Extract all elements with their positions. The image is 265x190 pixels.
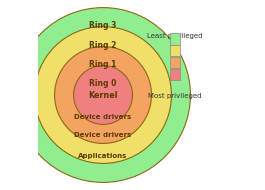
Text: Kernel: Kernel — [88, 90, 118, 100]
Text: Ring 2: Ring 2 — [89, 41, 117, 50]
Text: Least privileged: Least privileged — [147, 33, 202, 39]
Circle shape — [55, 47, 152, 143]
Circle shape — [16, 8, 191, 182]
Bar — [170, 33, 180, 45]
Bar — [170, 45, 180, 56]
Bar — [170, 69, 180, 80]
Circle shape — [74, 66, 132, 124]
Text: Ring 0: Ring 0 — [89, 79, 117, 88]
Text: Ring 1: Ring 1 — [89, 60, 117, 69]
Text: Ring 3: Ring 3 — [89, 21, 117, 30]
Text: Device drivers: Device drivers — [74, 114, 132, 120]
Text: Applications: Applications — [78, 153, 128, 159]
Circle shape — [35, 27, 171, 163]
Bar — [170, 57, 180, 68]
Text: Most privileged: Most privileged — [148, 93, 201, 99]
Text: Device drivers: Device drivers — [74, 132, 132, 138]
